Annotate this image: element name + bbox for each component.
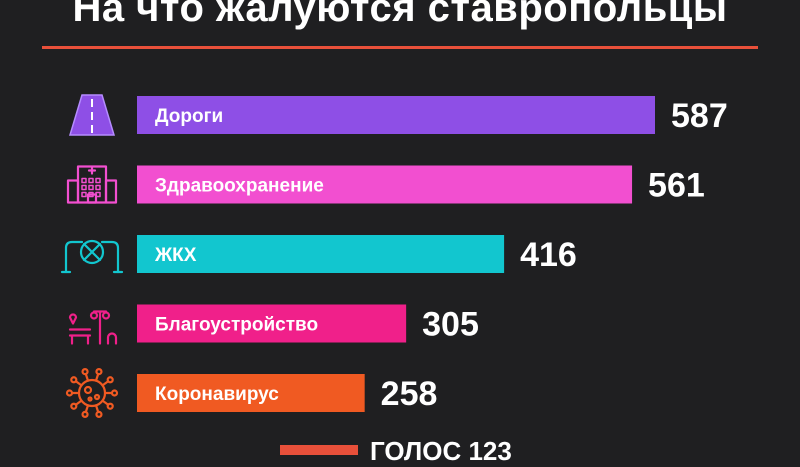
bar-value-label: 258 — [381, 375, 438, 413]
bar-label: Здравоохранение — [155, 176, 324, 197]
bar-chart: Дороги 587 Здравоохранение 561 ЖКХ 416 Благоус… — [60, 94, 728, 418]
bar-value-label: 416 — [520, 236, 577, 274]
title-underline — [42, 46, 758, 49]
bar — [137, 235, 505, 273]
bar — [137, 374, 365, 412]
bar — [137, 96, 655, 134]
road-icon — [68, 94, 116, 136]
bar-label: Благоустройство — [155, 315, 318, 336]
bar — [137, 304, 407, 343]
park-bench-lamp-icon — [68, 310, 118, 345]
bar — [137, 165, 633, 204]
bar-label: Коронавирус — [155, 384, 279, 405]
bar-value-label: 561 — [648, 167, 705, 205]
chart-title: На что жалуются ставропольцы — [72, 0, 728, 30]
coronavirus-icon — [65, 368, 119, 418]
bar-value-label: 587 — [671, 97, 728, 135]
bar-label: Дороги — [155, 106, 223, 127]
hospital-icon — [66, 165, 118, 204]
bar-label: ЖКХ — [154, 245, 197, 266]
bar-value-label: 305 — [422, 306, 479, 344]
pipe-valve-icon — [60, 239, 124, 274]
footer-color-block — [280, 445, 358, 455]
footer-text: ГОЛОС 123 — [370, 436, 512, 466]
